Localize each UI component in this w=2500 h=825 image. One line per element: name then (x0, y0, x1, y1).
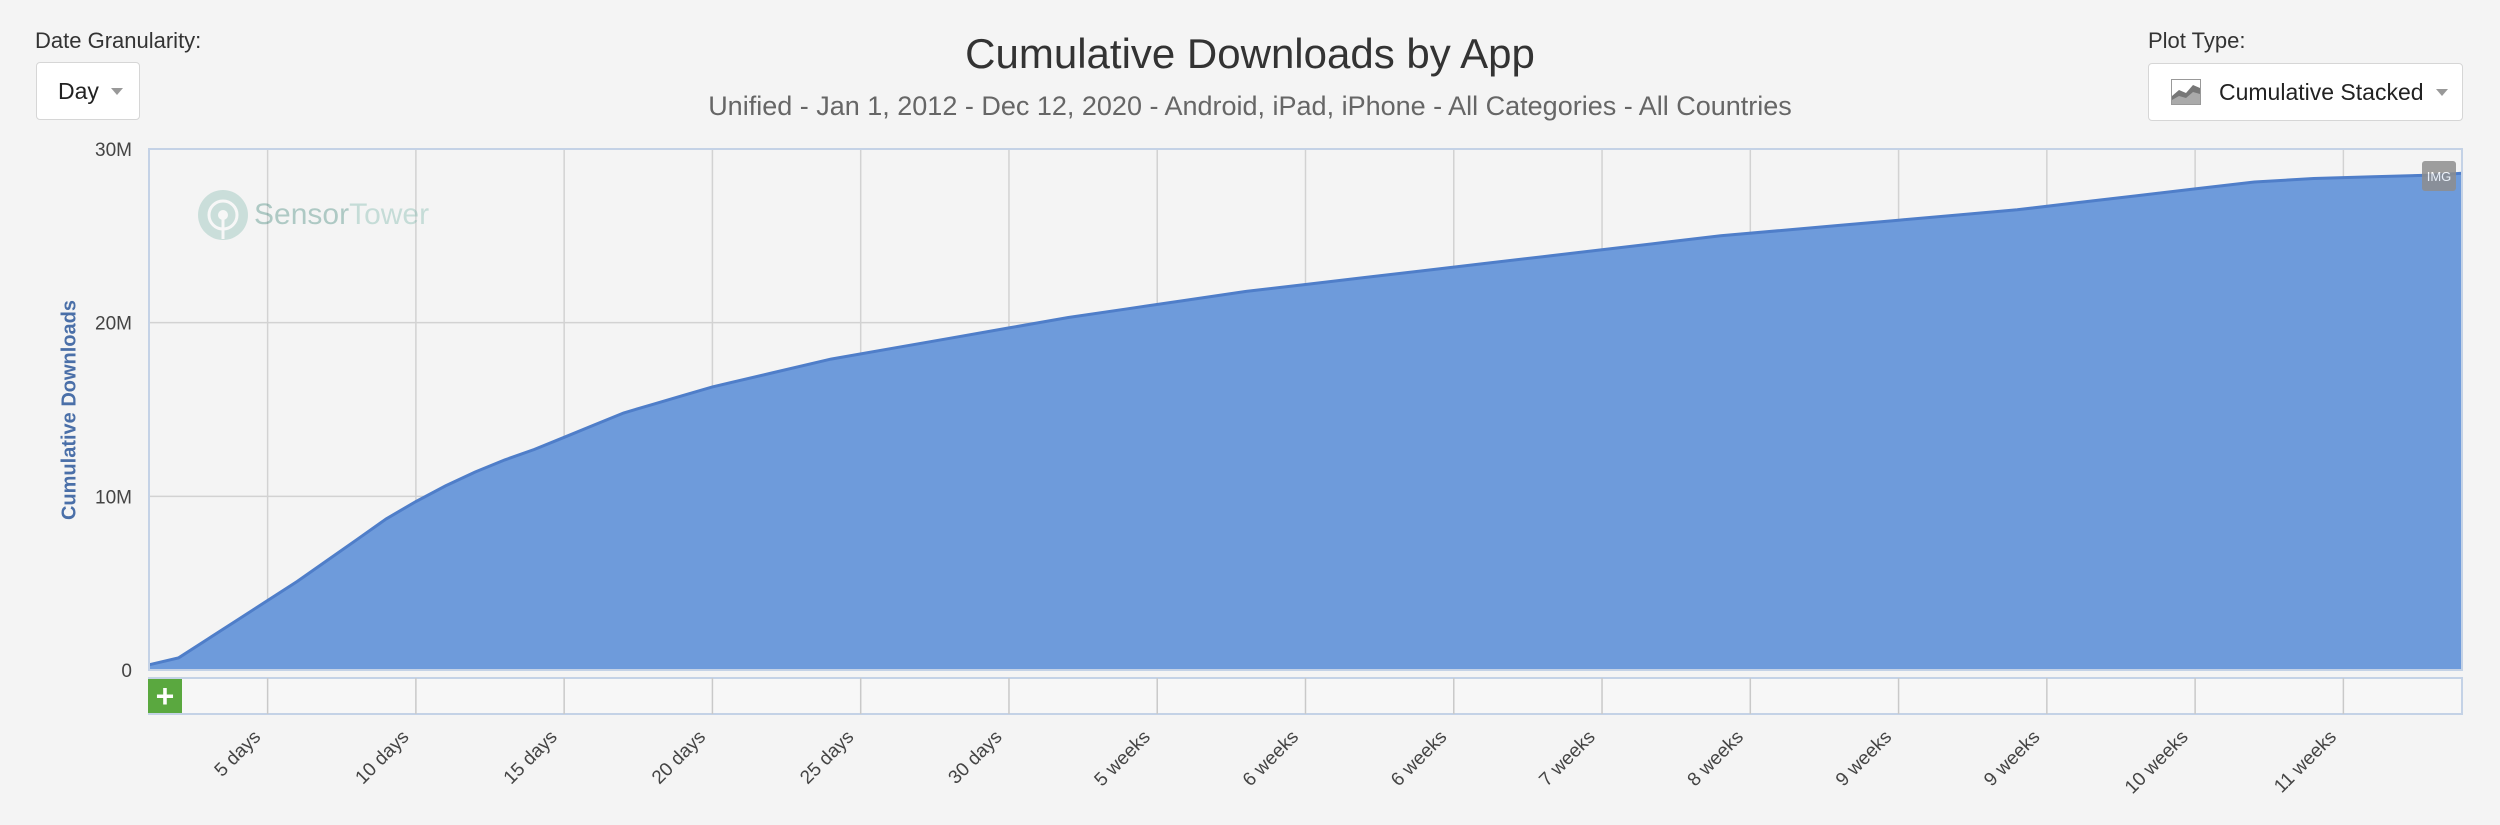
x-tick-label: 25 days (796, 727, 858, 789)
plot-type-label: Plot Type: (2148, 28, 2246, 53)
sensortower-watermark: SensorTower (196, 188, 429, 242)
plot-type-value: Cumulative Stacked (2219, 78, 2424, 105)
x-tick-label: 5 days (211, 727, 265, 781)
date-granularity-select[interactable]: Day (36, 62, 140, 120)
chevron-down-icon (110, 87, 123, 95)
series-area (149, 173, 2462, 671)
plot-frame (148, 148, 2463, 671)
x-tick-label: 7 weeks (1535, 727, 1599, 791)
x-tick-label: 20 days (648, 727, 710, 789)
watermark-brand-dark: Sensor (254, 198, 350, 231)
y-tick-label: 0 (121, 661, 132, 682)
x-tick-label: 30 days (945, 727, 1007, 789)
x-tick-label: 10 weeks (2121, 727, 2193, 799)
x-tick-label: 9 weeks (1980, 727, 2044, 791)
date-granularity-label: Date Granularity: (35, 28, 202, 53)
series-line (148, 171, 2463, 667)
y-tick-label: 10M (95, 487, 132, 508)
plot-type-select[interactable]: Cumulative Stacked (2148, 63, 2463, 121)
y-tick-label: 20M (95, 314, 132, 335)
x-tick-label: 6 weeks (1239, 727, 1303, 791)
chart-title: Cumulative Downloads by App (965, 30, 1535, 77)
add-app-button[interactable]: + (148, 679, 182, 713)
x-tick-label: 9 weeks (1832, 727, 1896, 791)
export-image-button[interactable]: IMG (2422, 161, 2456, 191)
chevron-down-icon (2435, 88, 2448, 96)
watermark-text: SensorTower (254, 198, 429, 232)
sensortower-logo-icon (198, 190, 248, 240)
chart-subtitle: Unified - Jan 1, 2012 - Dec 12, 2020 - A… (708, 91, 1792, 121)
x-tick-label: 6 weeks (1387, 727, 1451, 791)
x-tick-label: 10 days (352, 727, 414, 789)
x-tick-label: 11 weeks (2270, 727, 2341, 798)
watermark-brand-light: Tower (349, 198, 430, 231)
x-tick-label: 8 weeks (1684, 727, 1748, 791)
area-chart-icon (2171, 79, 2201, 105)
date-granularity-value: Day (58, 77, 99, 104)
y-tick-label: 30M (95, 140, 132, 161)
x-tick-label: 15 days (500, 727, 562, 789)
x-tick-label: 5 weeks (1091, 727, 1155, 791)
